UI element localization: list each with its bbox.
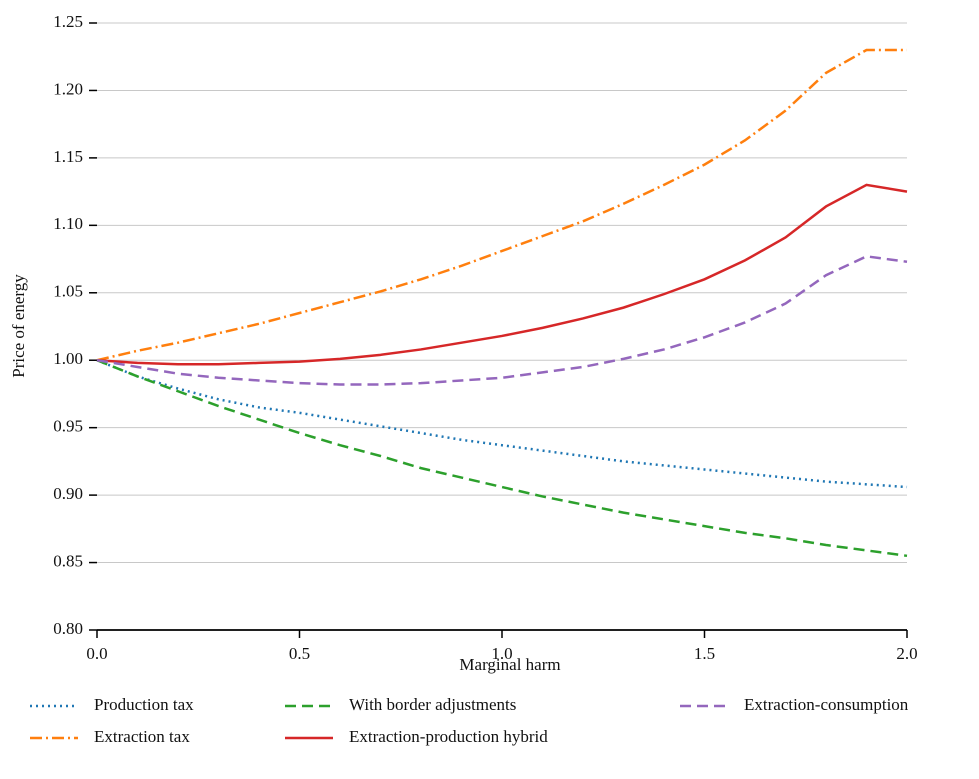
x-tick-label: 1.5 [694,644,715,663]
x-tick-label: 2.0 [896,644,917,663]
legend-label: Extraction-consumption [744,695,909,714]
y-tick-label: 0.95 [53,417,83,436]
y-tick-label: 1.15 [53,147,83,166]
y-tick-label: 1.20 [53,79,83,98]
legend-label: Extraction tax [94,727,190,746]
x-tick-label: 1.0 [491,644,512,663]
legend-label: Extraction-production hybrid [349,727,548,746]
x-axis-label: Marginal harm [459,655,560,674]
series-line [96,359,908,558]
y-tick-label: 1.10 [53,214,83,233]
y-tick-label: 1.25 [53,12,83,31]
x-tick-label: 0.5 [289,644,310,663]
series-line [96,255,908,386]
y-axis-label: Price of energy [9,274,28,378]
series-line [96,48,907,362]
y-tick-label: 0.80 [53,619,83,638]
y-tick-label: 0.85 [53,551,83,570]
x-tick-label: 0.0 [86,644,107,663]
series-line [96,183,908,366]
legend-label: Production tax [94,695,194,714]
series-line [96,359,908,489]
y-tick-label: 1.00 [53,349,83,368]
y-tick-label: 0.90 [53,484,83,503]
y-tick-label: 1.05 [53,282,83,301]
legend-label: With border adjustments [349,695,516,714]
